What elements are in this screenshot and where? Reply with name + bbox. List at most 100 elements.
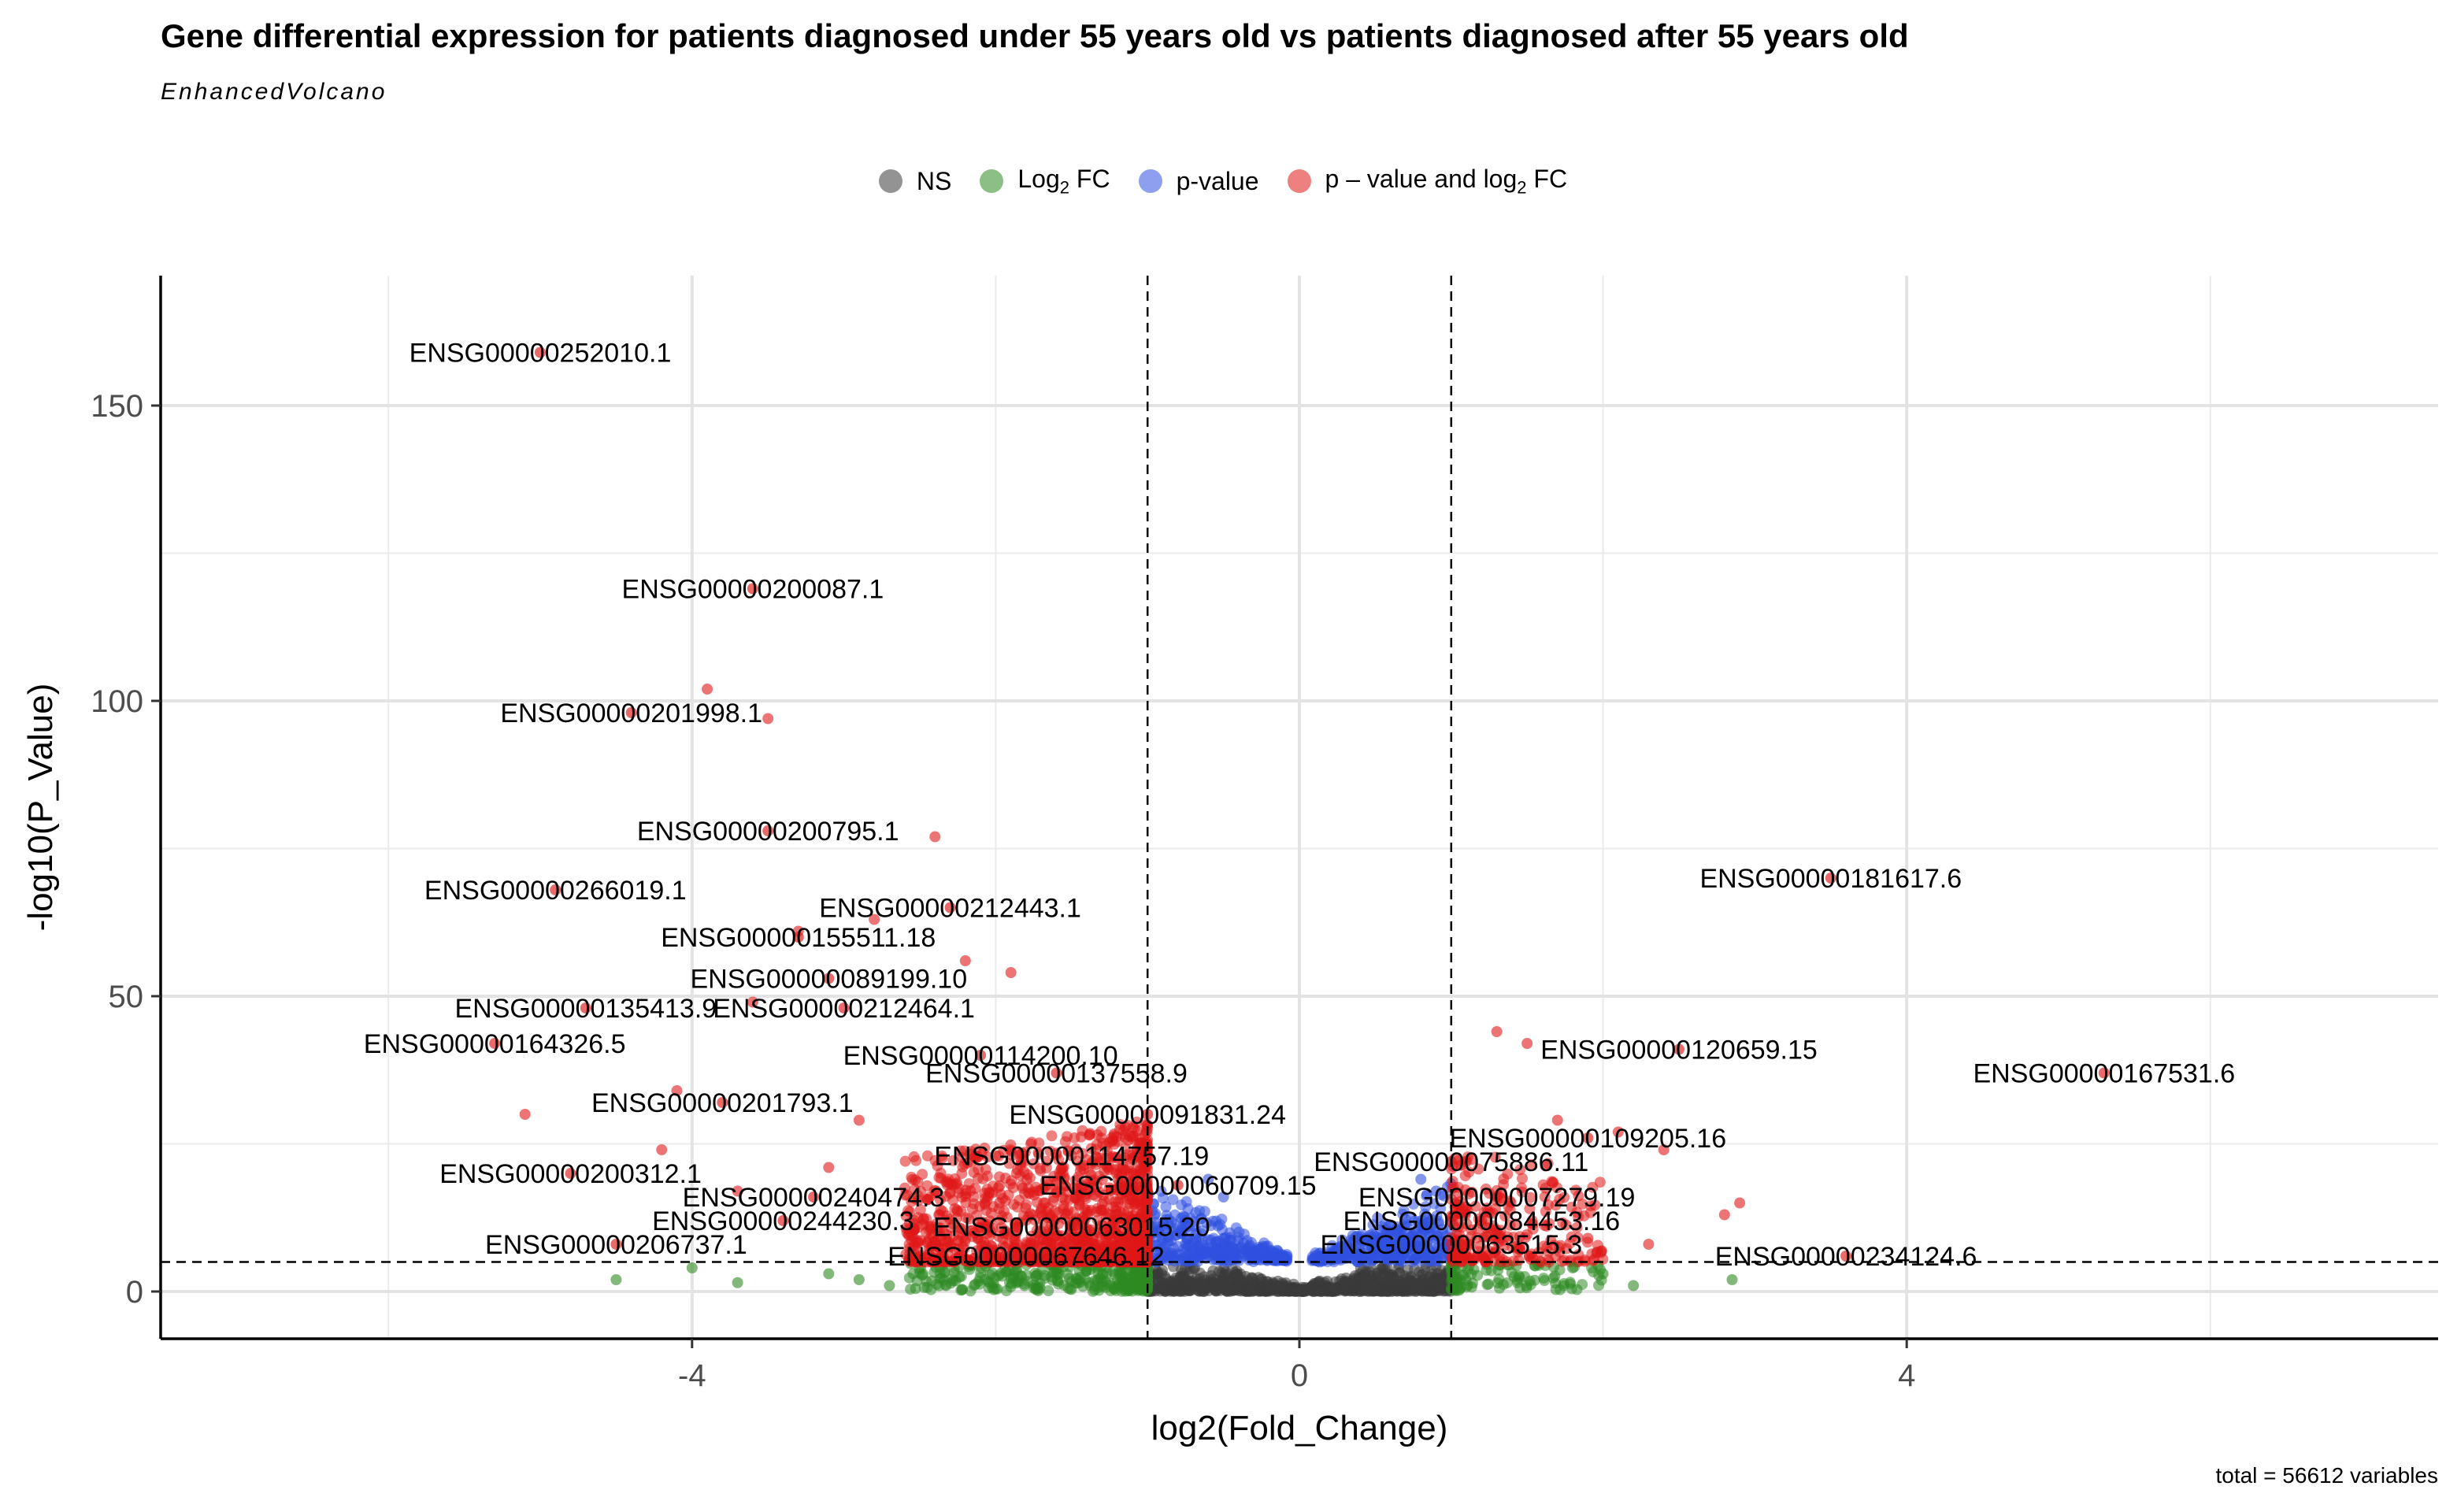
data-point [762, 713, 774, 724]
data-point [853, 1114, 865, 1126]
cloud-point [1593, 1280, 1604, 1292]
cloud-point [1084, 1128, 1096, 1140]
cloud-point [969, 1183, 981, 1194]
cloud-point [1347, 1274, 1359, 1286]
gene-label: ENSG00000201793.1 [591, 1088, 854, 1118]
legend-item-pvalue-and-log2fc: p – value and log2 FC [1287, 165, 1567, 198]
cloud-point [1033, 1137, 1045, 1149]
cloud-point [1354, 1233, 1366, 1245]
gene-label: ENSG00000201998.1 [500, 699, 762, 728]
cloud-point [944, 1213, 956, 1225]
data-point [656, 1144, 668, 1155]
cloud-point [1421, 1285, 1432, 1297]
cloud-point [1175, 1228, 1187, 1240]
cloud-point [1577, 1279, 1588, 1291]
cloud-point [1152, 1239, 1164, 1251]
gene-label: ENSG00000063515.3 [1320, 1230, 1582, 1260]
cloud-point [1244, 1240, 1256, 1251]
cloud-point [1167, 1194, 1179, 1206]
cloud-point [1011, 1221, 1023, 1233]
cloud-point [1566, 1283, 1577, 1295]
cloud-point [1549, 1270, 1561, 1282]
y-axis-title: -log10(P_Value) [21, 684, 60, 932]
cloud-point [1090, 1158, 1102, 1170]
cloud-point [1174, 1270, 1186, 1282]
gene-label: ENSG00000091831.24 [1009, 1100, 1286, 1130]
cloud-point [1113, 1266, 1125, 1278]
cloud-point [1119, 1132, 1131, 1143]
cloud-point [1191, 1251, 1203, 1262]
cloud-point [1341, 1249, 1353, 1261]
gene-label: ENSG00000135413.9 [454, 994, 717, 1024]
cloud-point [1395, 1235, 1406, 1247]
cloud-point [1116, 1171, 1128, 1183]
cloud-point [1073, 1199, 1085, 1211]
cloud-point [1025, 1138, 1036, 1150]
gene-label: ENSG00000089199.10 [691, 965, 968, 995]
cloud-point [902, 1205, 914, 1217]
cloud-point [1056, 1162, 1068, 1174]
cloud-point [981, 1151, 993, 1163]
cloud-point [1420, 1201, 1432, 1213]
data-point [1718, 1209, 1730, 1221]
gene-label: ENSG00000200312.1 [439, 1159, 702, 1189]
cloud-point [1359, 1284, 1371, 1296]
cloud-point [1014, 1195, 1025, 1206]
y-tick-label: 150 [91, 389, 143, 424]
cloud-point [965, 1285, 977, 1297]
cloud-point [1416, 1251, 1428, 1263]
cloud-point [1485, 1265, 1497, 1277]
gene-label: ENSG00000167531.6 [1973, 1059, 2235, 1089]
cloud-point [1424, 1246, 1436, 1258]
cloud-point [938, 1274, 950, 1286]
cloud-point [991, 1283, 1003, 1295]
x-tick-label: 4 [1898, 1358, 1915, 1393]
cloud-point [1023, 1187, 1034, 1199]
cloud-point [1114, 1280, 1125, 1292]
data-point [1521, 1038, 1533, 1049]
legend-label-log2fc: Log2 FC [1017, 164, 1110, 198]
cloud-point [1210, 1236, 1222, 1248]
cloud-point [1388, 1280, 1399, 1292]
cloud-point [1128, 1184, 1140, 1195]
chart-subtitle: EnhancedVolcano [161, 79, 387, 105]
cloud-point [1059, 1136, 1071, 1147]
cloud-point [1493, 1273, 1505, 1285]
cloud-point [1180, 1195, 1192, 1207]
cloud-point [1364, 1229, 1376, 1241]
chart-title: Gene differential expression for patient… [161, 17, 1909, 54]
chart-caption: total = 56612 variables [2215, 1463, 2438, 1488]
cloud-point [1406, 1280, 1418, 1292]
cloud-point [969, 1227, 980, 1239]
gene-label: ENSG00000155511.18 [661, 923, 936, 953]
cloud-point [1174, 1254, 1185, 1266]
cloud-point [1141, 1196, 1153, 1207]
gene-label: ENSG00000060709.15 [1040, 1171, 1317, 1201]
x-axis-title: log2(Fold_Change) [1151, 1409, 1448, 1447]
cloud-point [905, 1284, 917, 1295]
data-point [1567, 1262, 1579, 1273]
cloud-point [974, 1200, 986, 1212]
data-point [1734, 1197, 1746, 1209]
cloud-point [899, 1155, 911, 1167]
cloud-point [1266, 1284, 1278, 1295]
cloud-point [1140, 1285, 1152, 1297]
cloud-point [935, 1204, 947, 1216]
data-point [1491, 1026, 1503, 1037]
data-point [823, 1268, 835, 1280]
y-tick-label: 100 [91, 684, 143, 719]
cloud-point [933, 1172, 945, 1184]
cloud-point [1225, 1283, 1237, 1295]
cloud-point [1199, 1283, 1210, 1295]
cloud-point [1472, 1269, 1483, 1281]
legend-label-pvalue: p-value [1176, 166, 1259, 195]
gene-label: ENSG00000266019.1 [424, 876, 687, 906]
cloud-point [1432, 1276, 1444, 1288]
cloud-point [1432, 1215, 1444, 1227]
cloud-point [1098, 1189, 1109, 1201]
cloud-point [1429, 1198, 1440, 1210]
cloud-point [1399, 1247, 1410, 1258]
cloud-point [1158, 1277, 1170, 1288]
gene-label: ENSG00000212464.1 [713, 994, 975, 1024]
